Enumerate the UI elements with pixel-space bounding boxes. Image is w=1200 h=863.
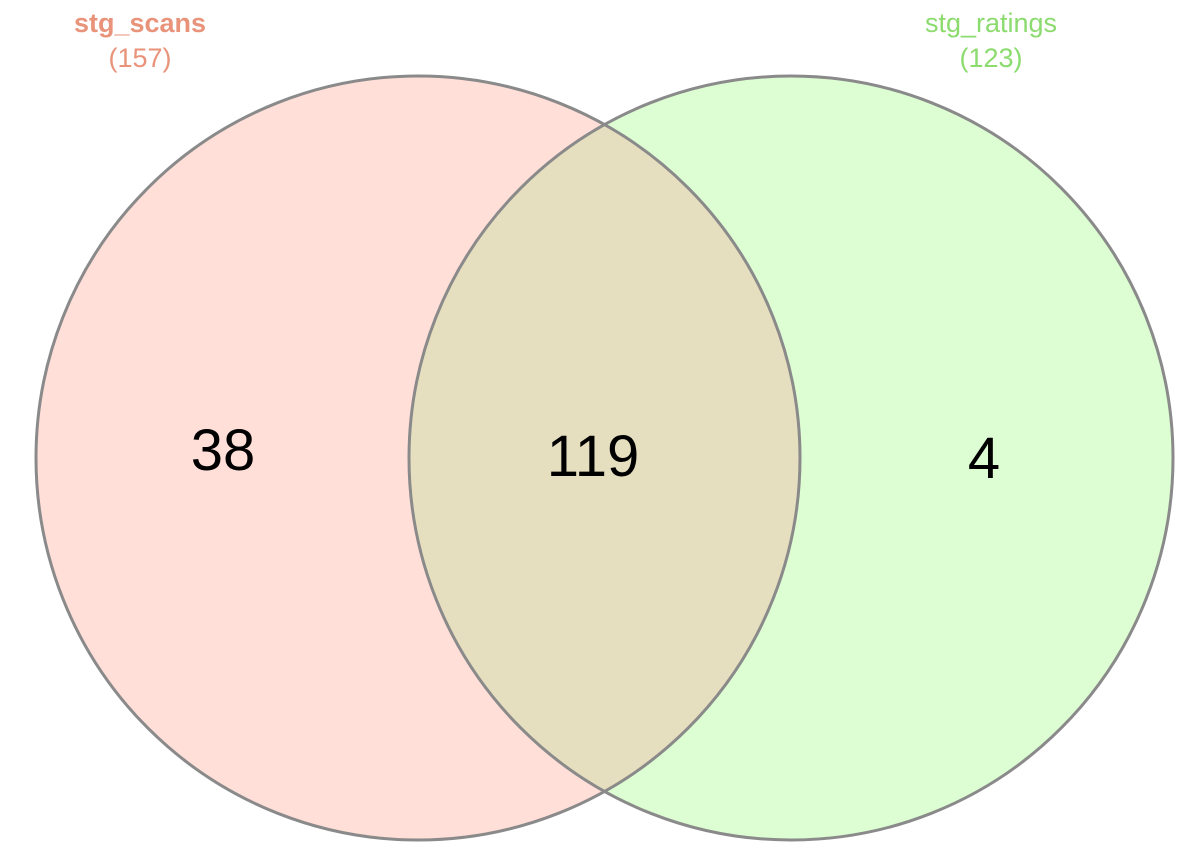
right-only-count: 4 xyxy=(967,426,1001,491)
stg-scans-name: stg_scans xyxy=(73,8,207,38)
stg-scans-outline xyxy=(34,74,802,842)
stg-scans-label: stg_scans (157) xyxy=(40,6,240,76)
stg-ratings-outline xyxy=(407,74,1175,842)
left-only-count: 38 xyxy=(190,418,256,483)
stg-ratings-label: stg_ratings (123) xyxy=(891,6,1091,76)
intersection-region xyxy=(409,76,800,840)
stg-scans-total: (157) xyxy=(108,43,172,73)
intersection-count: 119 xyxy=(546,424,640,489)
stg-ratings-total: (123) xyxy=(959,43,1023,73)
stg-ratings-name: stg_ratings xyxy=(924,8,1058,38)
